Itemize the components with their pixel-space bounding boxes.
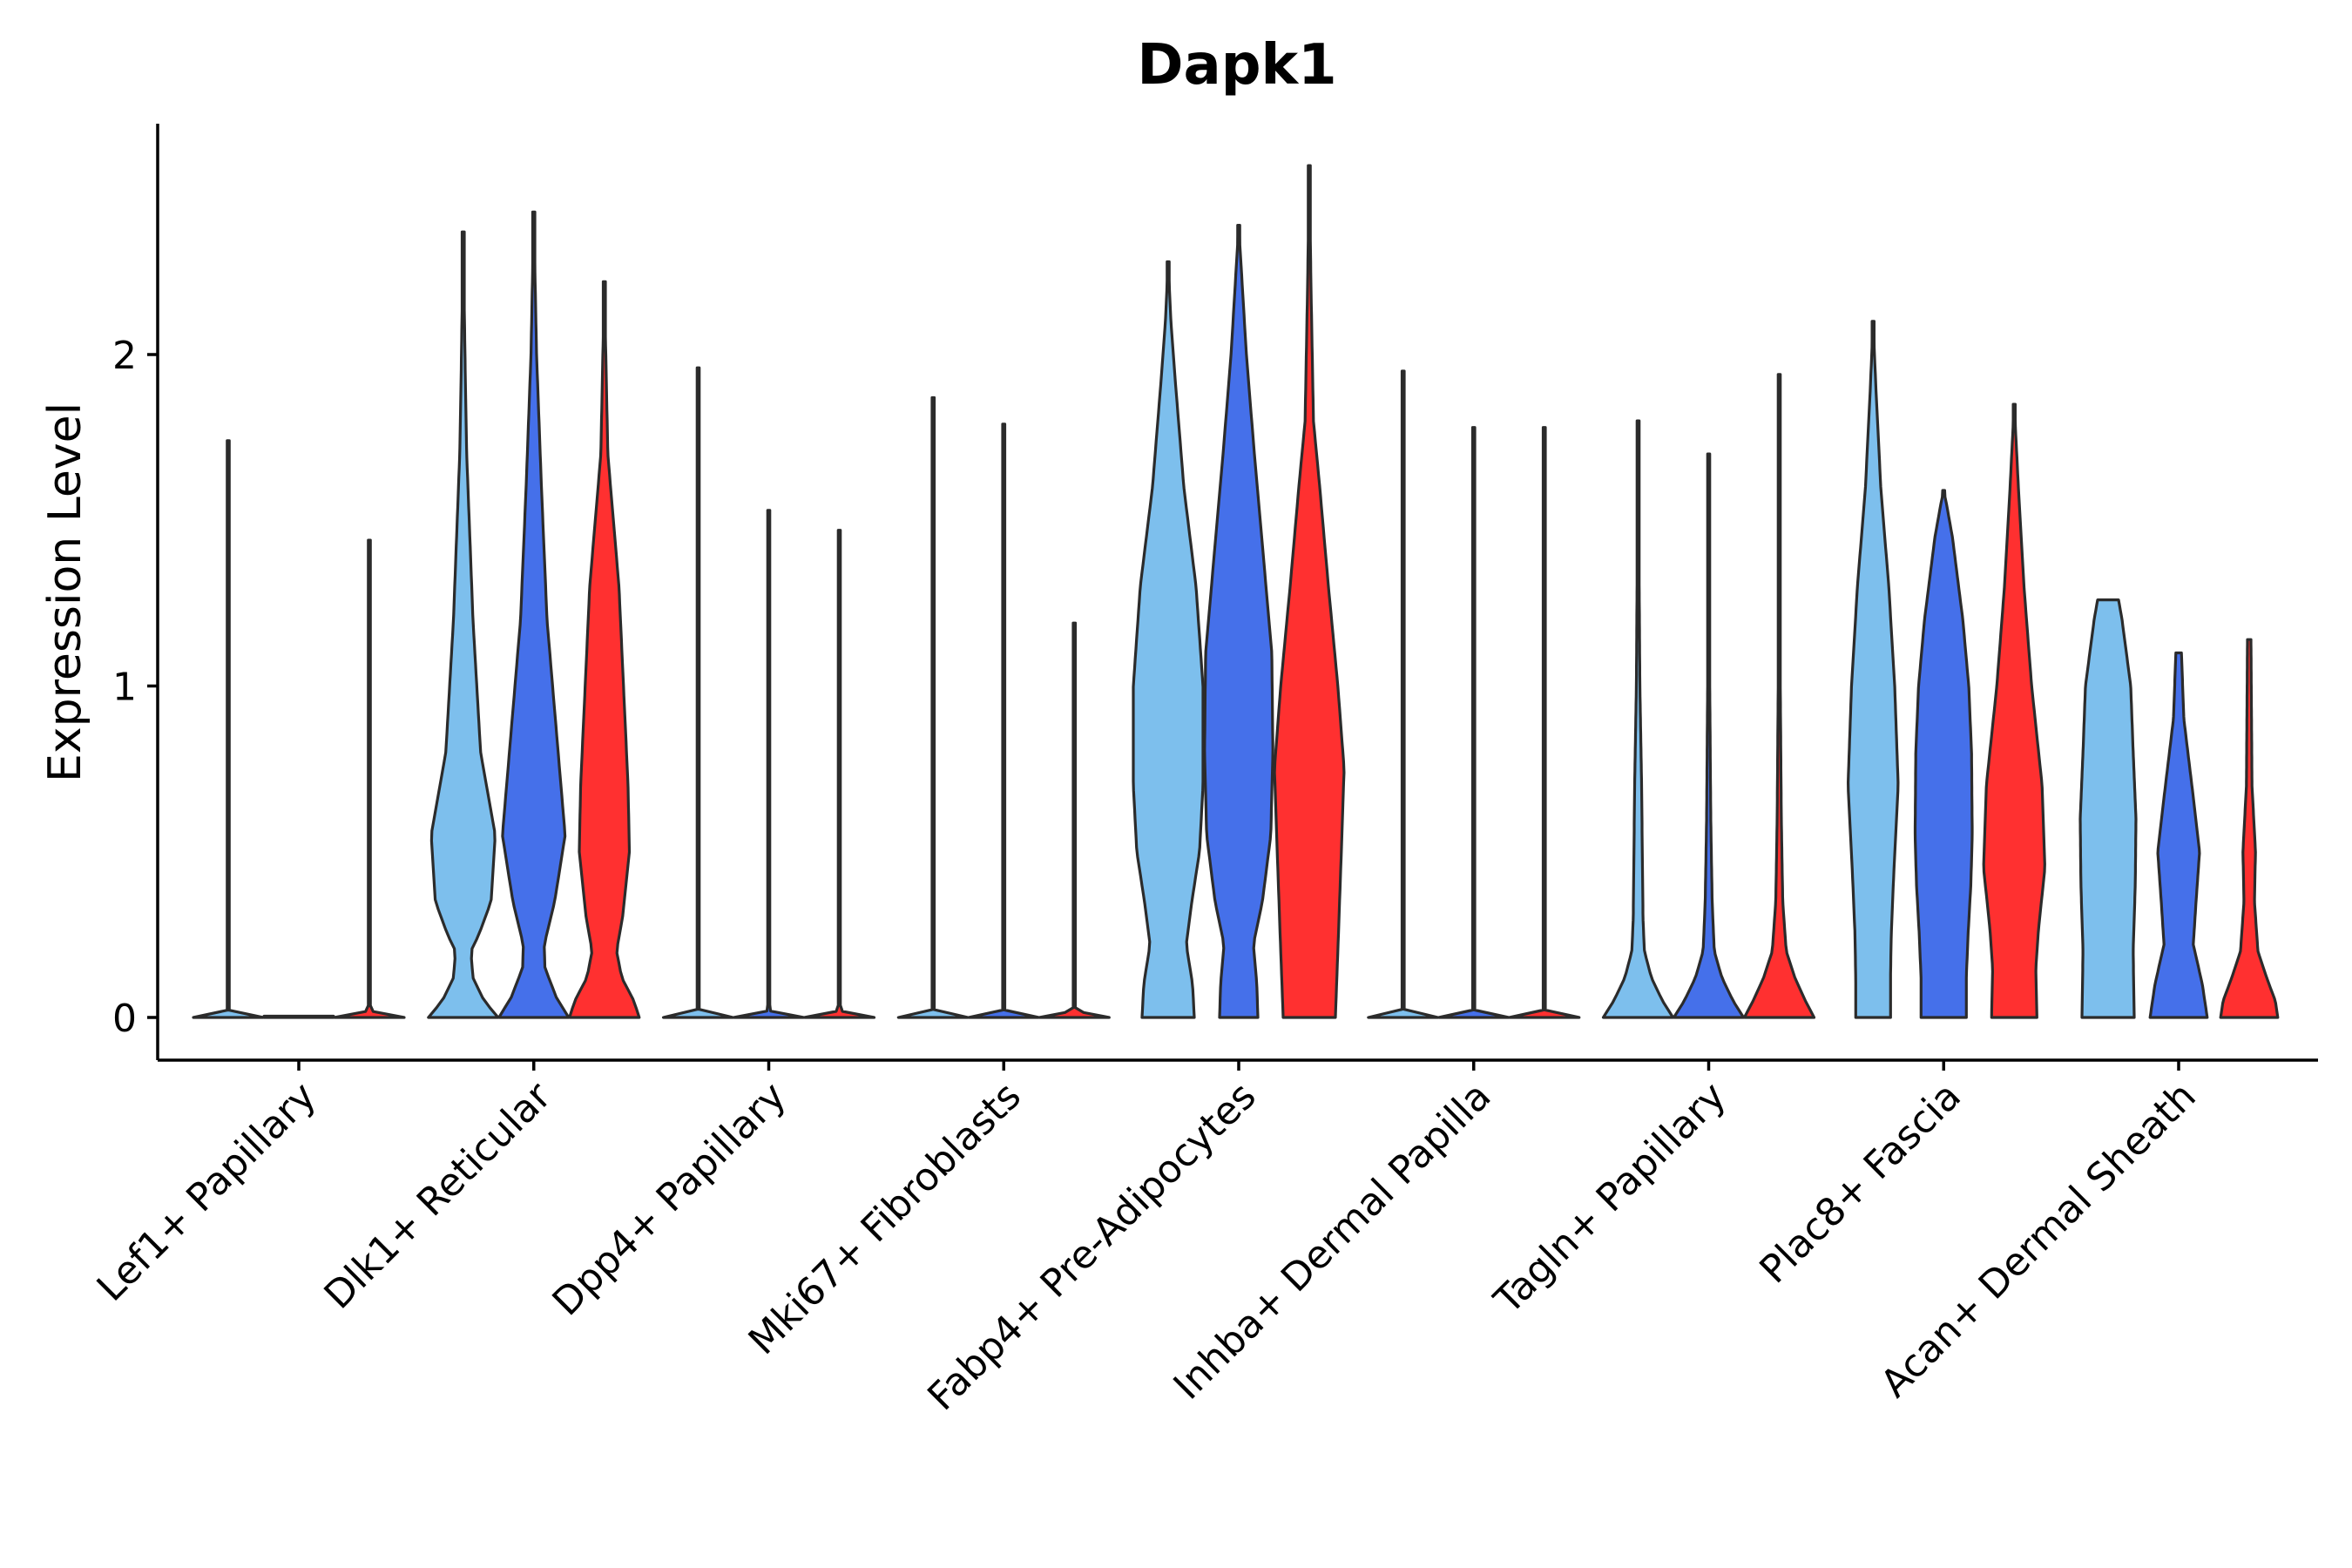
x-tick-label-1: Dlk1+ Reticular <box>316 1073 561 1318</box>
violin-8-group-1 <box>1847 320 1900 1019</box>
violin-9-group-3 <box>2219 638 2280 1019</box>
violin-3-group-2 <box>732 509 806 1019</box>
y-tick-label-2: 2 <box>112 334 137 378</box>
violin-8-group-3 <box>1982 402 2046 1019</box>
violin-2-group-3 <box>568 280 641 1019</box>
chart-title: Dapk1 <box>1137 33 1336 98</box>
y-tick-label-1: 1 <box>112 666 137 710</box>
violins-layer <box>192 164 2280 1019</box>
violin-2-group-1 <box>427 230 500 1019</box>
violin-1-group-1 <box>192 439 265 1019</box>
x-tick-label-7: Plac8+ Fascia <box>1752 1074 1970 1293</box>
violin-5-group-2 <box>1203 224 1274 1019</box>
x-tick-label-0: Lef1+ Papillary <box>89 1074 325 1310</box>
violin-6-group-2 <box>1437 426 1511 1019</box>
violin-6-group-1 <box>1367 369 1440 1019</box>
y-ticks-layer: 0 1 2 <box>112 334 158 1041</box>
violin-3-group-1 <box>661 366 735 1019</box>
violin-3-group-3 <box>802 529 876 1019</box>
violin-2-group-2 <box>497 210 571 1019</box>
violin-4-group-3 <box>1037 621 1111 1019</box>
y-tick-label-0: 0 <box>112 997 137 1041</box>
violin-7-group-2 <box>1672 452 1746 1019</box>
violin-7-group-1 <box>1601 419 1675 1019</box>
violin-6-group-3 <box>1508 426 1581 1019</box>
x-tick-label-2: Dpp4+ Papillary <box>544 1074 795 1325</box>
violin-1-group-2 <box>262 1014 335 1019</box>
violin-9-group-2 <box>2148 651 2209 1019</box>
violin-4-group-2 <box>967 422 1040 1019</box>
violin-4-group-1 <box>896 395 970 1019</box>
y-axis-label: Expression Level <box>39 402 91 782</box>
violin-8-group-2 <box>1913 489 1974 1019</box>
x-tick-label-6: Tagln+ Papillary <box>1485 1074 1734 1323</box>
violin-9-group-1 <box>2078 598 2138 1019</box>
violin-5-group-1 <box>1132 260 1205 1019</box>
violin-5-group-3 <box>1273 164 1346 1019</box>
violin-1-group-3 <box>333 538 406 1019</box>
violin-7-group-3 <box>1742 373 1816 1019</box>
